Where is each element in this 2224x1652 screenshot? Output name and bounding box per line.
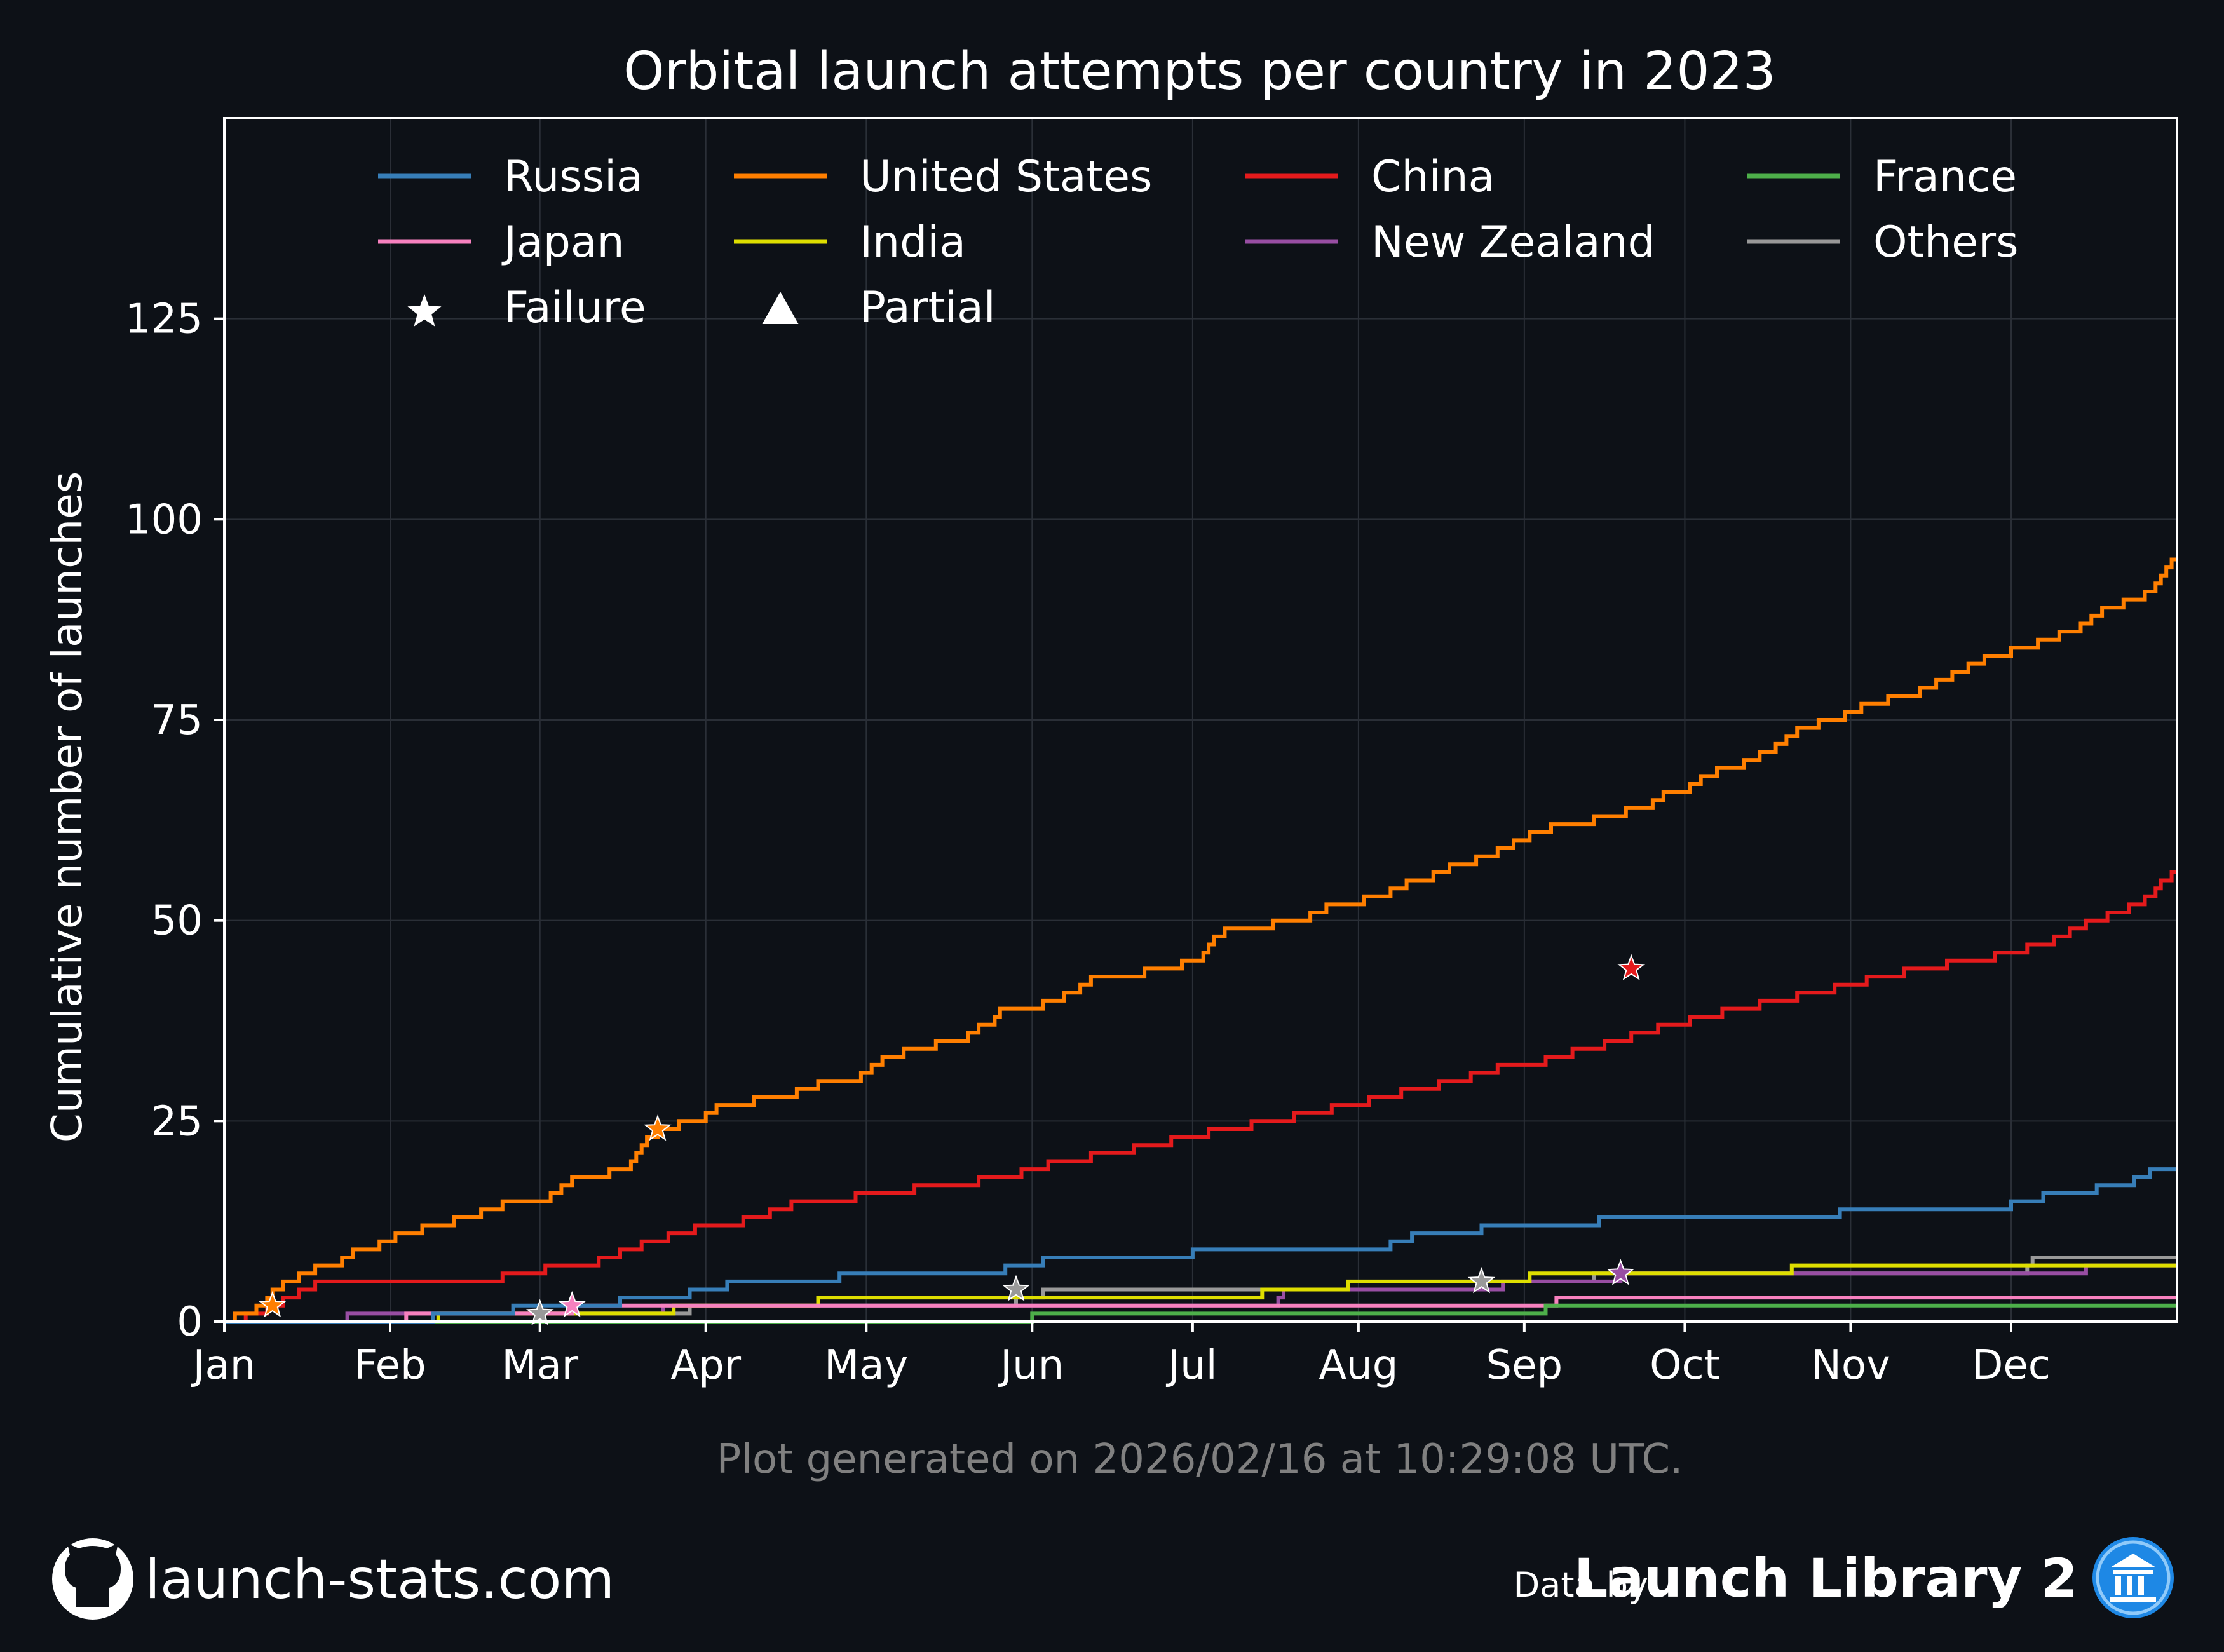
failure-marker-united-states <box>259 1290 287 1318</box>
generated-timestamp: Plot generated on 2026/02/16 at 10:29:08… <box>717 1436 1683 1483</box>
x-tick-label: Jul <box>1165 1342 1217 1389</box>
series-line-china <box>224 870 2177 1324</box>
legend-item-others: Others <box>1747 217 2019 267</box>
failure-marker-united-states <box>644 1114 672 1141</box>
series-line-united-states <box>224 557 2177 1324</box>
x-tick-label: Mar <box>501 1342 578 1389</box>
series-line-russia <box>224 1167 2177 1324</box>
legend-label-japan: Japan <box>501 217 625 267</box>
failure-marker-china <box>1617 954 1646 980</box>
x-tick-label: Feb <box>354 1342 426 1389</box>
legend-label-failure: Failure <box>504 283 646 333</box>
x-tick-label: Aug <box>1319 1342 1398 1389</box>
x-tick-label: Dec <box>1972 1342 2051 1389</box>
x-tick-label: May <box>824 1342 908 1389</box>
legend-item-russia: Russia <box>378 152 643 202</box>
legend-item-china: China <box>1245 152 1495 202</box>
legend-label-india: India <box>860 217 966 267</box>
y-ticks: 0 25 50 75 100 125 <box>125 296 224 1346</box>
legend-item-new-zealand: New Zealand <box>1245 217 1655 267</box>
legend-label-partial: Partial <box>860 283 996 333</box>
legend-item-japan: Japan <box>378 217 625 267</box>
legend-label-france: France <box>1873 152 2017 202</box>
x-tick-label: Oct <box>1650 1342 1720 1389</box>
site-link[interactable]: launch-stats.com <box>145 1548 614 1611</box>
legend-label-new-zealand: New Zealand <box>1371 217 1655 267</box>
failure-marker-others <box>525 1299 554 1325</box>
legend: Russia United States China France Japan India… <box>378 152 2019 333</box>
github-icon[interactable] <box>52 1538 133 1620</box>
failure-marker-new-zealand <box>1606 1259 1635 1285</box>
y-tick-label: 50 <box>151 898 203 945</box>
x-tick-label: Apr <box>670 1342 741 1389</box>
data-by-prefix: Data by <box>1514 1565 1648 1605</box>
x-tick-label: Nov <box>1811 1342 1890 1389</box>
failure-marker-japan <box>558 1290 587 1318</box>
grid-lines <box>224 118 2177 1322</box>
x-tick-label: Jan <box>191 1342 256 1389</box>
legend-label-china: China <box>1371 152 1495 202</box>
y-tick-label: 100 <box>125 496 203 543</box>
legend-label-united-states: United States <box>860 152 1152 202</box>
x-tick-label: Jun <box>998 1342 1064 1389</box>
failure-marker-others <box>1467 1267 1496 1294</box>
y-tick-label: 25 <box>151 1098 203 1145</box>
x-tick-label: Sep <box>1486 1342 1563 1389</box>
legend-item-partial: Partial <box>762 283 996 333</box>
event-markers <box>259 954 1646 1325</box>
x-ticks: Jan Feb Mar Apr May Jun Jul Aug Sep Oct Nov Dec <box>191 1322 2051 1389</box>
star-icon <box>407 294 442 327</box>
y-tick-label: 125 <box>125 296 203 343</box>
failure-marker-others <box>1002 1275 1030 1302</box>
y-tick-label: 0 <box>177 1299 203 1346</box>
legend-label-russia: Russia <box>504 152 643 202</box>
legend-item-failure: Failure <box>407 283 646 333</box>
triangle-icon <box>762 292 799 324</box>
legend-item-india: India <box>734 217 966 267</box>
legend-item-france: France <box>1747 152 2017 202</box>
data-source-name[interactable]: Launch Library 2 <box>1574 1547 2078 1609</box>
y-tick-label: 75 <box>151 697 203 744</box>
library-icon <box>2092 1537 2174 1618</box>
y-axis-label: Cumulative number of launches <box>43 471 92 1142</box>
legend-item-united-states: United States <box>734 152 1152 202</box>
chart-title: Orbital launch attempts per country in 2… <box>623 41 1776 102</box>
legend-label-others: Others <box>1873 217 2019 267</box>
